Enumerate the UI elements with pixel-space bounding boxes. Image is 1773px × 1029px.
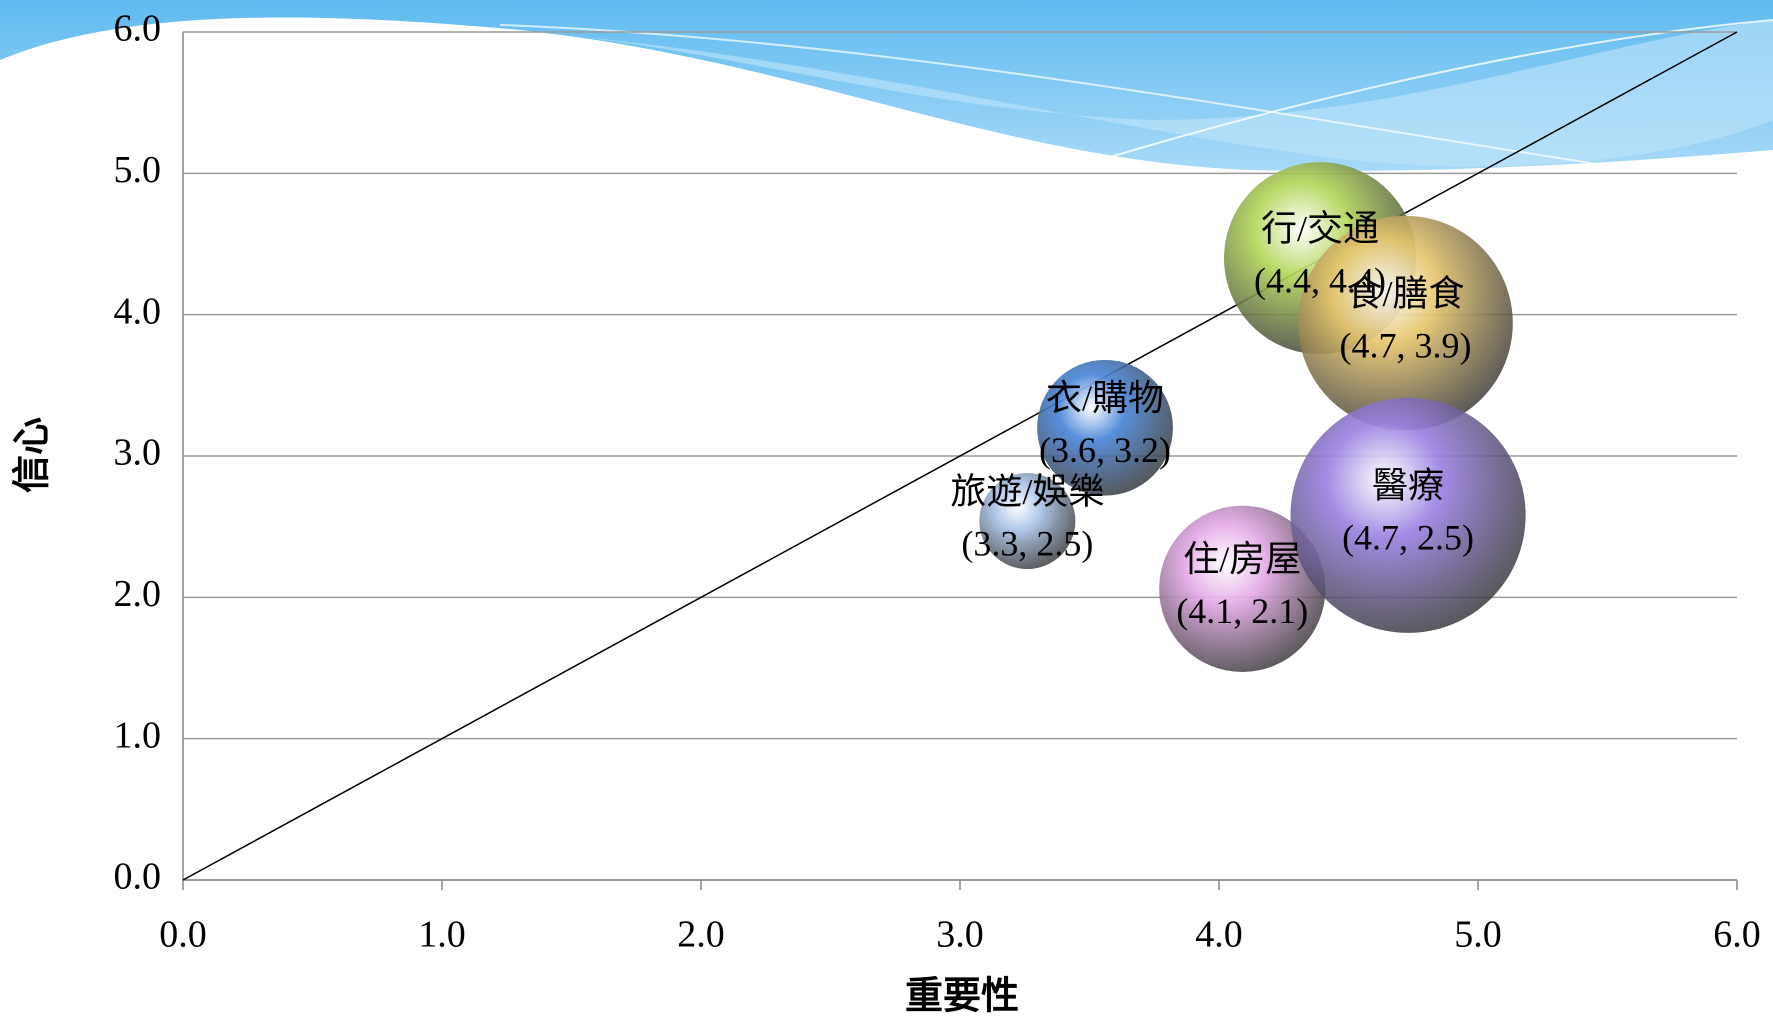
x-axis-title: 重要性 <box>905 976 1019 1018</box>
bubble <box>1290 397 1526 633</box>
x-tick-label: 6.0 <box>1713 914 1761 956</box>
bubble <box>1037 359 1173 496</box>
x-tick-label: 3.0 <box>936 914 984 956</box>
x-tick-label: 0.0 <box>159 914 207 956</box>
bubble <box>1298 215 1513 431</box>
bubble-name: 食/膳食 <box>1346 273 1464 313</box>
diagonal-reference <box>182 31 1738 881</box>
bubble <box>979 473 1076 570</box>
bubble-value-label: (4.4, 4.4) <box>1254 260 1386 300</box>
bubble-value-label: (4.7, 3.9) <box>1339 325 1471 365</box>
bubble-name: 衣/購物 <box>1046 378 1164 418</box>
bubble-value-label: (3.3, 2.5) <box>961 523 1093 563</box>
x-tick-label: 4.0 <box>1195 914 1243 956</box>
y-tick-label: 2.0 <box>114 573 162 615</box>
y-axis-title: 信心 <box>12 417 54 493</box>
y-tick-label: 3.0 <box>114 432 162 474</box>
bubble-value-label: (4.1, 2.1) <box>1176 591 1308 631</box>
x-tick-label: 1.0 <box>418 914 466 956</box>
bubble-name: 行/交通 <box>1261 208 1379 248</box>
bubble-name: 旅遊/娛樂 <box>950 471 1104 511</box>
background-wave <box>0 0 1773 181</box>
bubble-name: 醫療 <box>1372 466 1444 506</box>
y-tick-label: 6.0 <box>114 8 162 50</box>
bubbles <box>979 162 1526 672</box>
y-tick-label: 1.0 <box>114 714 162 756</box>
y-tick-label: 5.0 <box>114 149 162 191</box>
x-tick-label: 5.0 <box>1454 914 1502 956</box>
bubble-name: 住/房屋 <box>1183 539 1301 579</box>
bubble-labels: 行/交通 (4.4, 4.4)食/膳食 (4.7, 3.9) 衣/購物 (3.6, 3.… <box>950 208 1474 631</box>
x-tick-label: 2.0 <box>677 914 725 956</box>
bubble <box>1159 505 1326 672</box>
y-tick-label: 0.0 <box>114 856 162 898</box>
y-tick-label: 4.0 <box>114 290 162 332</box>
bubble-value-label: (4.7, 2.5) <box>1342 518 1474 558</box>
bubble-value-label: (3.6, 3.2) <box>1039 430 1171 470</box>
